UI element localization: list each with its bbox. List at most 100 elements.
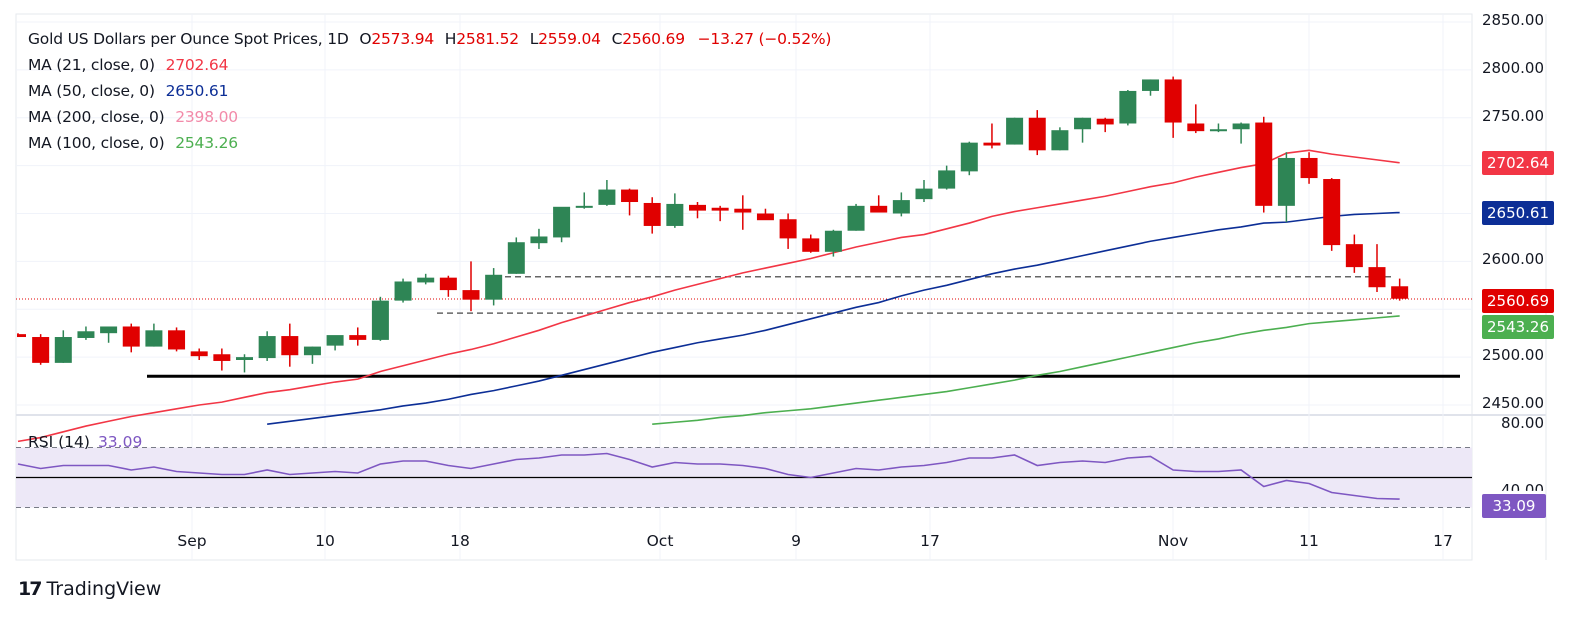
candle-body xyxy=(711,207,729,211)
ohlc-legend: Gold US Dollars per Ounce Spot Prices, 1… xyxy=(28,30,831,48)
candle-body xyxy=(1096,118,1114,125)
candle-body xyxy=(32,337,50,363)
candle xyxy=(394,278,412,303)
candle-body xyxy=(1391,286,1409,299)
candle xyxy=(1368,244,1386,293)
candle-body xyxy=(621,189,639,203)
candle xyxy=(756,208,774,221)
candle-body xyxy=(190,351,208,357)
candle-body xyxy=(1142,79,1159,91)
time-tick: 17 xyxy=(1433,532,1453,550)
high-label: H xyxy=(444,30,457,48)
candle xyxy=(303,346,321,364)
candle xyxy=(938,165,956,190)
candle xyxy=(553,206,571,243)
candle-body xyxy=(802,238,820,252)
ma100-value: 2543.26 xyxy=(175,134,238,152)
candle xyxy=(1142,79,1159,96)
ma100-badge: 2543.26 xyxy=(1482,315,1554,339)
open-label: O xyxy=(359,30,372,48)
ma200-legend[interactable]: MA (200, close, 0) 2398.00 xyxy=(28,108,238,126)
candle-body xyxy=(54,337,72,363)
rsi-label: RSI (14) xyxy=(28,433,90,451)
candle xyxy=(847,203,865,231)
candle xyxy=(1232,122,1250,144)
candle xyxy=(960,141,978,176)
ma21-legend[interactable]: MA (21, close, 0) 2702.64 xyxy=(28,56,228,74)
candle xyxy=(1074,117,1092,143)
ma200-value: 2398.00 xyxy=(175,108,238,126)
candle-body xyxy=(371,300,389,340)
candle xyxy=(643,197,661,234)
candle-body xyxy=(824,230,842,252)
ma50-legend[interactable]: MA (50, close, 0) 2650.61 xyxy=(28,82,228,100)
candle-body xyxy=(734,208,752,213)
candle xyxy=(1255,116,1273,213)
candle xyxy=(1119,89,1137,126)
candle xyxy=(17,333,26,338)
time-tick: 18 xyxy=(450,532,470,550)
candle xyxy=(1209,123,1227,133)
candle-body xyxy=(847,205,865,231)
candle xyxy=(213,348,231,371)
ma50-line xyxy=(267,211,1400,425)
candle-body xyxy=(507,242,525,274)
candle-body xyxy=(485,274,503,300)
candle-body xyxy=(258,336,276,359)
candle xyxy=(507,237,525,274)
support-levels xyxy=(16,275,1472,378)
candle xyxy=(1300,152,1318,184)
time-tick: 10 xyxy=(315,532,335,550)
time-tick: 17 xyxy=(920,532,940,550)
candle xyxy=(915,179,933,203)
candle-body xyxy=(462,290,480,300)
rsi-value: 33.09 xyxy=(97,433,143,451)
candle-body xyxy=(643,202,661,226)
candle xyxy=(1345,234,1363,273)
time-tick: Sep xyxy=(177,532,207,550)
ma100-legend[interactable]: MA (100, close, 0) 2543.26 xyxy=(28,134,238,152)
candle-body xyxy=(915,188,933,200)
rsi-legend[interactable]: RSI (14) 33.09 xyxy=(28,433,142,451)
candle xyxy=(1028,110,1046,156)
time-tick: 11 xyxy=(1299,532,1319,550)
candle xyxy=(281,323,299,367)
candle xyxy=(530,228,548,249)
rsi-tick: 80.00 xyxy=(1501,414,1544,432)
candle-body xyxy=(122,326,140,347)
rsi-pane xyxy=(16,447,1472,508)
candle-body xyxy=(575,205,593,208)
ma50-badge: 2650.61 xyxy=(1482,201,1554,225)
gridlines xyxy=(16,14,1472,560)
candle-body xyxy=(983,142,1001,146)
candle-body xyxy=(553,206,571,238)
price-tick: 2750.00 xyxy=(1481,107,1544,125)
brand-name: TradingView xyxy=(46,578,162,600)
candle-body xyxy=(349,335,367,340)
candle xyxy=(485,268,503,306)
tradingview-branding[interactable]: 17 TradingView xyxy=(18,578,161,600)
candle-body xyxy=(281,336,299,356)
candle-body xyxy=(213,354,231,361)
candle xyxy=(371,296,389,341)
ma50-value: 2650.61 xyxy=(165,82,229,100)
candle-body xyxy=(1323,179,1341,246)
candle xyxy=(32,334,50,365)
rsi-tick: 40.00 xyxy=(1501,481,1544,499)
candle xyxy=(598,179,616,206)
candle-body xyxy=(689,204,706,211)
low-value: 2559.04 xyxy=(538,30,601,48)
ma100-line xyxy=(652,315,1400,425)
close-label: C xyxy=(611,30,623,48)
candle-body xyxy=(1119,90,1137,124)
candle-body xyxy=(1300,157,1318,179)
candle xyxy=(689,202,706,219)
candle-body xyxy=(303,346,321,356)
candle-body xyxy=(394,281,412,301)
candle xyxy=(417,273,435,285)
candle xyxy=(1391,278,1409,301)
candle xyxy=(1277,152,1295,223)
candle-body xyxy=(168,330,186,350)
ma21-badge: 2702.64 xyxy=(1482,151,1554,175)
